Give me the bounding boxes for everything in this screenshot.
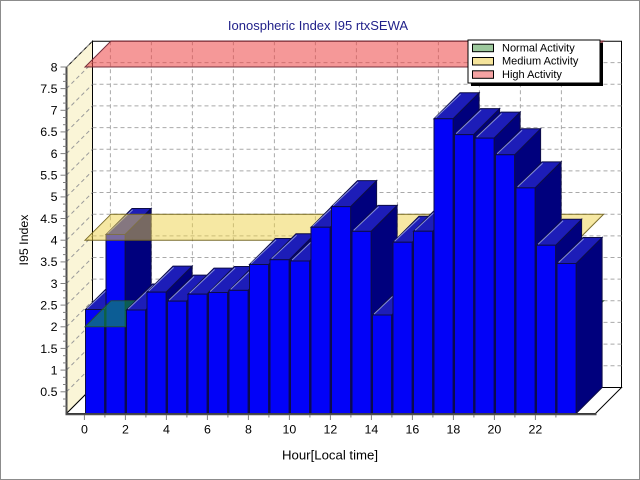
svg-text:2.5: 2.5 [40, 298, 57, 312]
svg-text:6.5: 6.5 [40, 125, 57, 139]
svg-text:6: 6 [204, 423, 211, 437]
svg-text:2: 2 [51, 320, 58, 334]
svg-text:4: 4 [163, 423, 170, 437]
svg-text:4: 4 [51, 234, 58, 248]
svg-text:4.5: 4.5 [40, 212, 57, 226]
svg-text:Ionospheric Index I95 rtxSEWA: Ionospheric Index I95 rtxSEWA [228, 18, 408, 33]
svg-text:3: 3 [51, 277, 58, 291]
svg-text:16: 16 [406, 423, 420, 437]
svg-text:8: 8 [51, 60, 58, 74]
svg-text:1: 1 [51, 363, 58, 377]
svg-text:8: 8 [245, 423, 252, 437]
svg-text:7: 7 [51, 104, 58, 118]
svg-text:6: 6 [51, 147, 58, 161]
svg-text:12: 12 [324, 423, 338, 437]
svg-text:Hour[Local time]: Hour[Local time] [282, 447, 378, 462]
svg-text:High Activity: High Activity [502, 69, 562, 81]
svg-text:Medium Activity: Medium Activity [502, 56, 579, 68]
svg-text:18: 18 [447, 423, 461, 437]
svg-text:2: 2 [122, 423, 129, 437]
svg-text:20: 20 [488, 423, 502, 437]
svg-text:5.5: 5.5 [40, 169, 57, 183]
svg-text:I95 Index: I95 Index [17, 214, 31, 266]
svg-text:3.5: 3.5 [40, 255, 57, 269]
svg-text:0.5: 0.5 [40, 385, 57, 399]
svg-text:22: 22 [529, 423, 543, 437]
svg-text:7.5: 7.5 [40, 82, 57, 96]
svg-text:Normal Activity: Normal Activity [502, 42, 575, 54]
svg-text:0: 0 [81, 423, 88, 437]
svg-text:14: 14 [365, 423, 379, 437]
svg-text:5: 5 [51, 190, 58, 204]
svg-text:1.5: 1.5 [40, 342, 57, 356]
svg-text:10: 10 [283, 423, 297, 437]
